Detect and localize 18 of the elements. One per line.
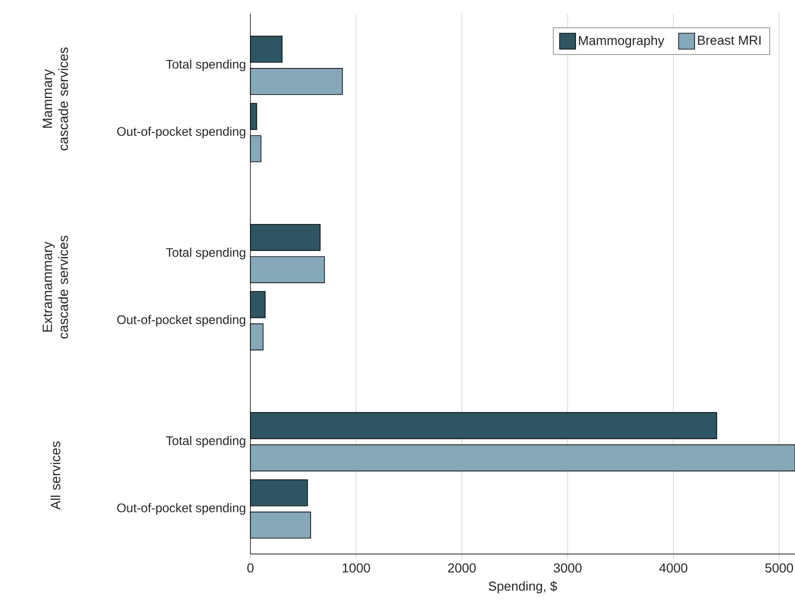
- y-tick-label: Total spending: [166, 248, 246, 260]
- text: Extramammary cascade services: [42, 236, 68, 339]
- x-tick-label: 3000: [554, 563, 582, 573]
- y-tick-label: Out-of-pocket spending: [117, 126, 246, 138]
- legend-label: Mammography: [579, 36, 664, 48]
- x-tick-label: 4000: [659, 563, 688, 573]
- text: Mammary cascade services: [42, 48, 68, 150]
- x-tick-label: 0: [247, 563, 254, 573]
- text: All services: [50, 441, 60, 510]
- y-tick-label: Total spending: [166, 60, 246, 72]
- legend-label: Breast MRI: [698, 36, 761, 45]
- y-tick-label: Total spending: [166, 436, 246, 448]
- y-tick-label: Out-of-pocket spending: [117, 503, 246, 515]
- y-tick-label: Out-of-pocket spending: [117, 314, 246, 327]
- x-tick-label: 2000: [448, 563, 476, 573]
- x-tick-label: 5000: [765, 563, 794, 573]
- x-axis-title: Spending, $: [488, 581, 558, 594]
- x-tick-label: 1000: [342, 563, 370, 573]
